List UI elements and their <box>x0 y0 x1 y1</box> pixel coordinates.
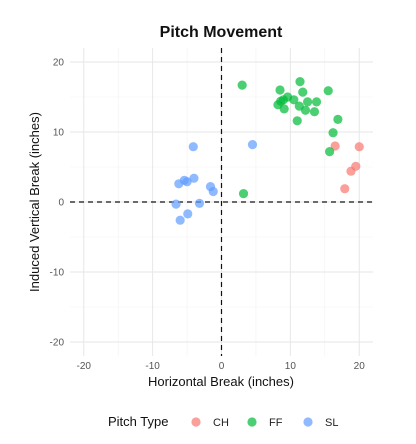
legend-title: Pitch Type <box>108 414 168 429</box>
legend-key-sl <box>303 417 313 427</box>
point-ff <box>279 104 289 114</box>
x-tick-label: -10 <box>145 361 160 372</box>
point-sl <box>208 186 218 197</box>
legend-key-ff <box>247 417 257 427</box>
point-ff <box>323 86 333 96</box>
point-ff <box>292 116 302 126</box>
point-sl <box>188 142 198 152</box>
y-tick-labels: -20 -10 0 10 20 <box>50 58 65 349</box>
y-tick-label: -20 <box>50 338 65 349</box>
point-sl <box>175 215 185 225</box>
x-tick-label: 20 <box>354 361 366 372</box>
point-sl <box>194 198 205 208</box>
y-tick-label: 10 <box>53 128 65 139</box>
y-axis-title: Induced Vertical Break (inches) <box>27 112 42 292</box>
point-ff <box>295 77 305 87</box>
point-sl <box>174 179 184 189</box>
point-ff <box>309 107 320 117</box>
legend-key-ch <box>191 417 201 427</box>
point-ff <box>325 147 335 157</box>
reference-lines <box>70 48 373 356</box>
chart-title: Pitch Movement <box>160 24 283 41</box>
point-ch <box>340 184 350 194</box>
legend-label-ff: FF <box>269 417 283 429</box>
point-ff <box>333 114 343 124</box>
legend: Pitch Type CH FF SL <box>108 414 338 429</box>
point-ff <box>328 128 338 138</box>
point-ff <box>311 97 322 107</box>
y-tick-label: -10 <box>50 268 65 279</box>
point-ch <box>354 142 364 152</box>
point-ff <box>300 105 311 115</box>
data-points <box>171 77 364 225</box>
point-sl <box>183 209 193 219</box>
point-ff <box>237 80 247 90</box>
point-sl <box>171 199 181 209</box>
y-tick-label: 20 <box>53 58 65 69</box>
legend-label-sl: SL <box>325 417 338 429</box>
x-tick-label: -20 <box>77 361 92 372</box>
point-ff <box>275 85 285 95</box>
point-ch <box>346 166 356 176</box>
point-ff <box>289 95 299 105</box>
x-axis-title: Horizontal Break (inches) <box>148 374 294 389</box>
x-tick-labels: -20 -10 0 10 20 <box>77 361 366 372</box>
point-ff <box>302 97 313 107</box>
point-sl <box>189 173 199 183</box>
point-ff <box>238 189 249 199</box>
point-ch <box>330 141 340 151</box>
point-ff <box>298 87 308 97</box>
x-tick-label: 0 <box>219 361 225 372</box>
y-tick-label: 0 <box>58 198 64 209</box>
legend-label-ch: CH <box>213 417 229 429</box>
point-sl <box>247 140 258 150</box>
x-tick-label: 10 <box>285 361 297 372</box>
